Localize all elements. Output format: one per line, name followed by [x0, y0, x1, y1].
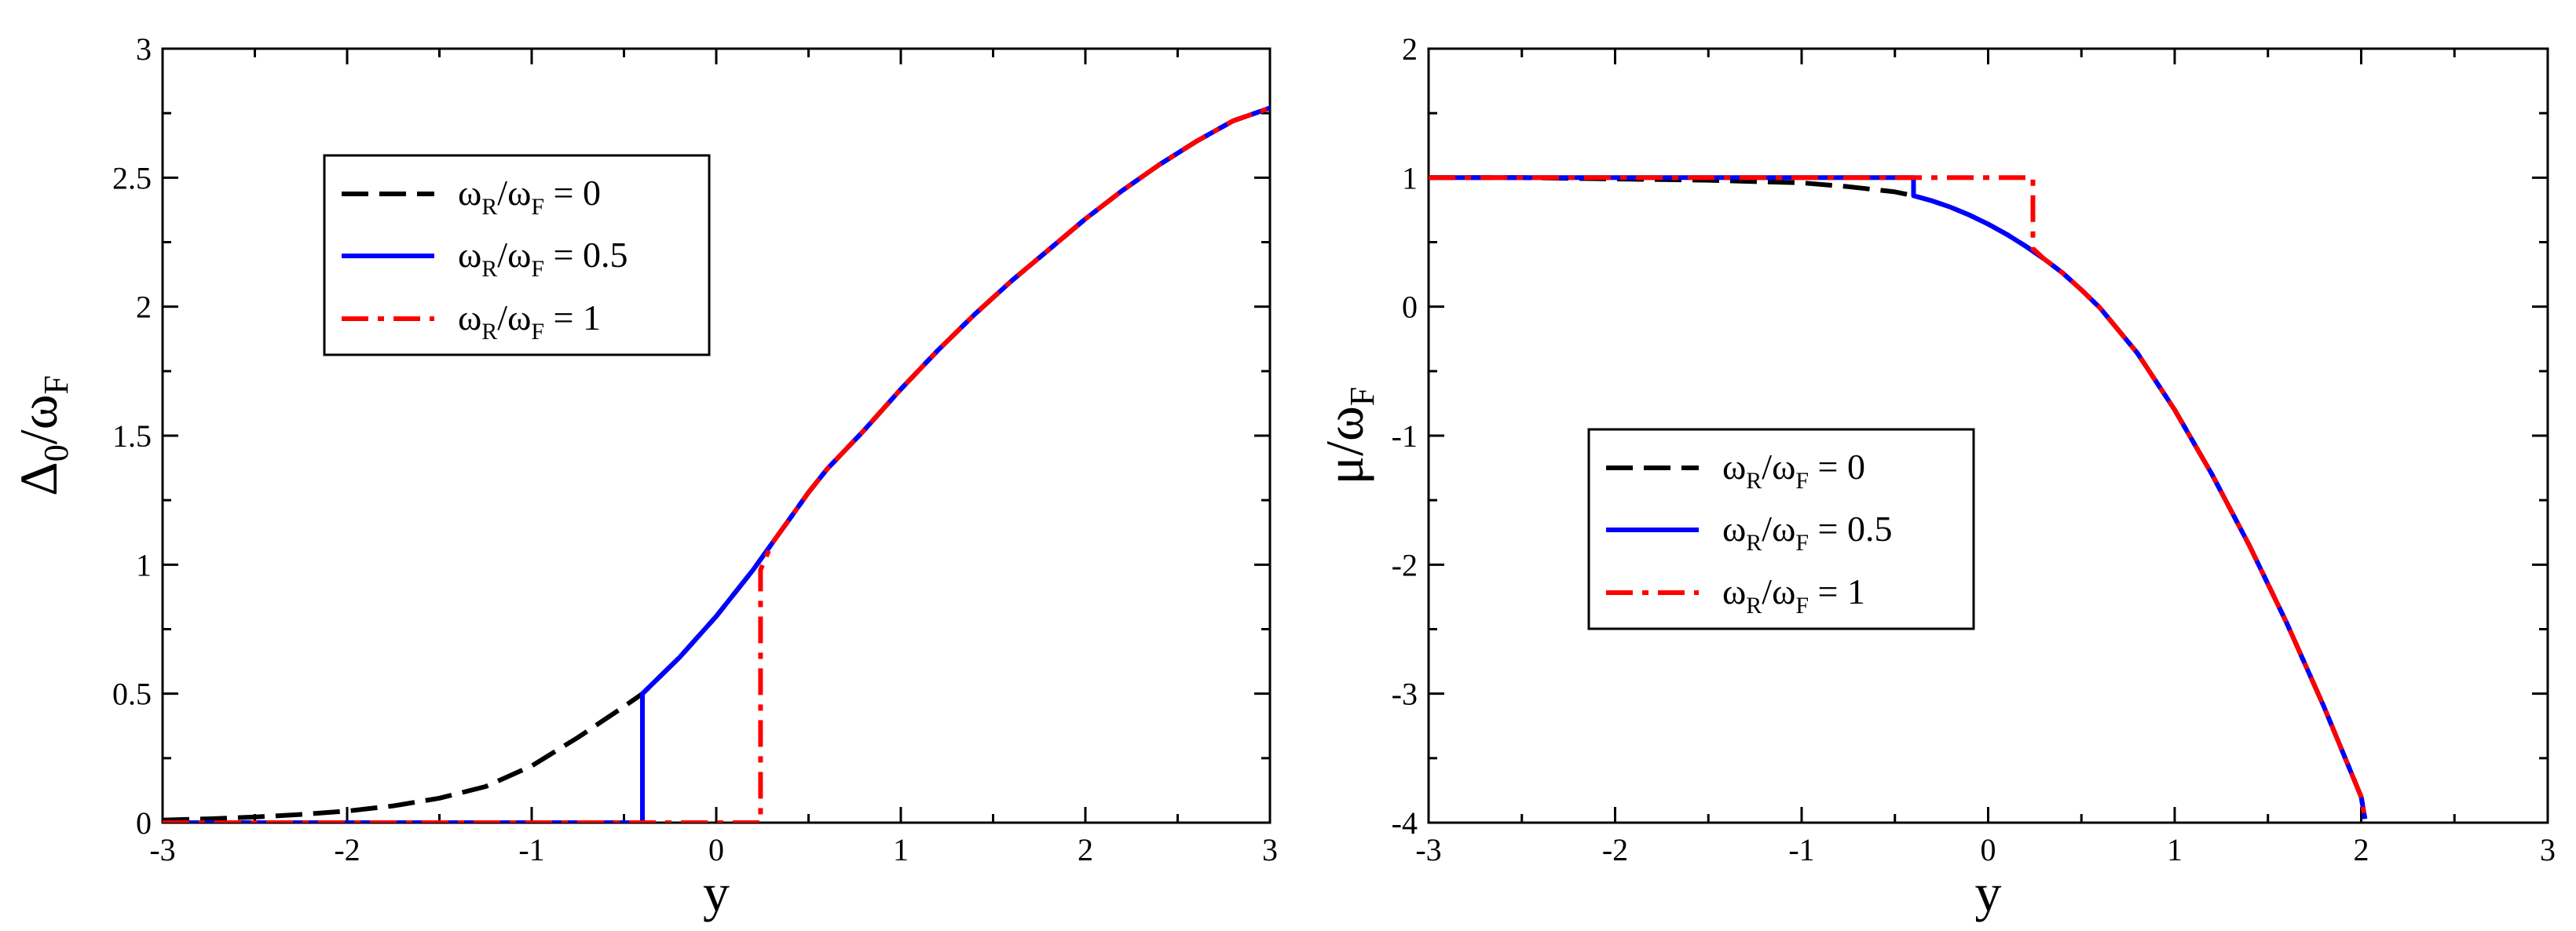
series-line-3	[1429, 175, 2368, 820]
x-tick-label: -1	[1788, 832, 1814, 867]
legend-label-3: ωR/ωF = 1	[458, 298, 601, 345]
y-tick-label: 2.5	[112, 160, 152, 195]
series-line-1	[1429, 175, 2368, 820]
x-tick-label: -3	[1415, 832, 1441, 867]
x-axis-title: y	[1975, 863, 2002, 922]
legend: ωR/ωF = 0 ωR/ωF = 0.5 ωR/ωF = 1	[323, 154, 711, 356]
y-tick-label: 2	[136, 290, 152, 325]
x-tick-label: -3	[149, 832, 175, 867]
x-tick-label: -1	[518, 832, 544, 867]
x-tick-label: 0	[1981, 832, 1996, 867]
legend-label-3: ωR/ωF = 1	[1722, 571, 1865, 619]
y-tick-label: 1	[136, 547, 152, 582]
legend-label-1: ωR/ωF = 0	[1722, 447, 1865, 494]
legend-label-1: ωR/ωF = 0	[458, 173, 601, 220]
legend-label-2: ωR/ωF = 0.5	[458, 235, 628, 282]
y-tick-label: 1	[1402, 160, 1418, 195]
x-tick-label: 0	[708, 832, 724, 867]
series-line-3	[163, 105, 1270, 823]
series-group	[1429, 175, 2368, 820]
y-tick-label: 3	[136, 31, 152, 67]
series-group	[163, 105, 1270, 823]
x-axis-title: y	[703, 863, 730, 922]
x-tick-label: -2	[1602, 832, 1628, 867]
x-tick-label: 1	[2167, 832, 2183, 867]
legend: ωR/ωF = 0 ωR/ωF = 0.5 ωR/ωF = 1	[1587, 428, 1975, 630]
y-tick-label: 0	[1402, 290, 1418, 325]
y-axis-title: μ/ωF	[1315, 387, 1381, 485]
y-tick-label: 2	[1402, 31, 1418, 67]
x-tick-label: 3	[1262, 832, 1278, 867]
y-tick-label: -4	[1392, 805, 1418, 841]
legend-label-2: ωR/ωF = 0.5	[1722, 509, 1893, 556]
y-tick-label: 0	[136, 805, 152, 841]
y-tick-label: 0.5	[112, 677, 152, 712]
x-tick-label: 2	[2354, 832, 2369, 867]
y-axis-title: Δ0/ωF	[9, 375, 75, 496]
y-tick-label: -2	[1392, 547, 1418, 582]
y-tick-label: -3	[1392, 677, 1418, 712]
x-tick-label: 2	[1078, 832, 1093, 867]
x-tick-label: 3	[2540, 832, 2556, 867]
y-tick-label: -1	[1392, 418, 1418, 454]
y-tick-label: 1.5	[112, 418, 152, 454]
x-tick-label: -2	[334, 832, 360, 867]
x-tick-label: 1	[893, 832, 909, 867]
